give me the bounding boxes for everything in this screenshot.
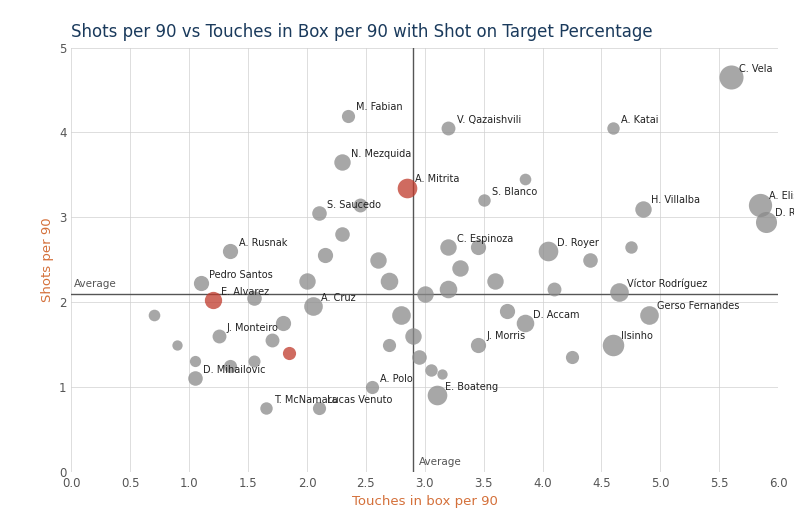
Text: J. Morris: J. Morris bbox=[486, 331, 525, 341]
Point bbox=[383, 277, 395, 285]
Point bbox=[565, 353, 578, 361]
Text: D. Accam: D. Accam bbox=[533, 310, 580, 320]
Point bbox=[372, 255, 384, 264]
Point bbox=[195, 279, 207, 288]
Text: Average: Average bbox=[74, 279, 117, 289]
Point bbox=[365, 383, 378, 391]
Point bbox=[584, 255, 596, 264]
Point bbox=[625, 243, 638, 251]
Text: A. Elis: A. Elis bbox=[769, 191, 794, 201]
Point bbox=[418, 289, 431, 298]
Point bbox=[224, 247, 237, 255]
Text: E. Alvarez: E. Alvarez bbox=[221, 287, 269, 297]
Text: A. Mitrita: A. Mitrita bbox=[415, 174, 460, 184]
Point bbox=[148, 311, 160, 319]
Text: T. McNamara: T. McNamara bbox=[274, 395, 337, 405]
Point bbox=[260, 404, 272, 412]
Point bbox=[607, 124, 619, 132]
Point bbox=[442, 124, 455, 132]
Text: D. Mihailovic: D. Mihailovic bbox=[203, 365, 266, 375]
Text: E. Boateng: E. Boateng bbox=[445, 382, 498, 392]
Point bbox=[754, 200, 767, 209]
Text: C. Vela: C. Vela bbox=[739, 64, 773, 74]
Point bbox=[312, 404, 326, 412]
Text: A. Cruz: A. Cruz bbox=[321, 293, 356, 303]
Point bbox=[518, 175, 531, 183]
Point bbox=[318, 251, 331, 260]
Text: D. Rossi: D. Rossi bbox=[775, 208, 794, 218]
Point bbox=[212, 332, 225, 340]
Text: Pedro Santos: Pedro Santos bbox=[210, 270, 273, 280]
Text: D. Royer: D. Royer bbox=[557, 238, 599, 248]
Point bbox=[760, 217, 773, 226]
Point bbox=[265, 336, 278, 344]
Point bbox=[613, 288, 626, 296]
Point bbox=[501, 306, 514, 315]
Point bbox=[306, 302, 319, 311]
Text: A. Polo: A. Polo bbox=[380, 374, 413, 384]
Text: V. Qazaishvili: V. Qazaishvili bbox=[457, 115, 521, 125]
Point bbox=[248, 357, 260, 366]
Text: Average: Average bbox=[419, 457, 461, 467]
Point bbox=[542, 247, 555, 255]
Text: A. Rusnak: A. Rusnak bbox=[239, 238, 287, 248]
Point bbox=[548, 285, 561, 294]
Point bbox=[607, 340, 619, 349]
Point bbox=[489, 277, 502, 285]
Point bbox=[413, 353, 426, 361]
Text: S. Blanco: S. Blanco bbox=[492, 187, 538, 197]
Point bbox=[407, 332, 419, 340]
Point bbox=[206, 296, 219, 305]
Point bbox=[395, 311, 407, 319]
Point bbox=[342, 111, 355, 120]
Point bbox=[353, 200, 366, 209]
Point bbox=[172, 340, 184, 349]
Point bbox=[189, 357, 202, 366]
Text: Shots per 90 vs Touches in Box per 90 with Shot on Target Percentage: Shots per 90 vs Touches in Box per 90 wi… bbox=[71, 23, 653, 41]
Point bbox=[442, 243, 455, 251]
Point bbox=[401, 183, 414, 192]
Text: J. Monteiro: J. Monteiro bbox=[227, 323, 279, 333]
Point bbox=[336, 230, 349, 239]
Text: A. Katai: A. Katai bbox=[622, 115, 659, 125]
Point bbox=[636, 205, 649, 213]
Y-axis label: Shots per 90: Shots per 90 bbox=[40, 217, 53, 302]
Point bbox=[301, 277, 314, 285]
Point bbox=[189, 374, 202, 383]
Point bbox=[283, 349, 295, 357]
Point bbox=[642, 311, 655, 319]
Point bbox=[442, 285, 455, 294]
Text: C. Espinoza: C. Espinoza bbox=[457, 234, 513, 244]
Text: N. Mezquida: N. Mezquida bbox=[351, 149, 410, 159]
Point bbox=[383, 340, 395, 349]
Point bbox=[312, 209, 326, 217]
Text: Ilsinho: Ilsinho bbox=[622, 331, 653, 341]
Text: Víctor Rodríguez: Víctor Rodríguez bbox=[627, 278, 707, 288]
Text: H. Villalba: H. Villalba bbox=[651, 196, 700, 206]
Text: M. Fabian: M. Fabian bbox=[357, 102, 403, 112]
Point bbox=[472, 243, 484, 251]
Point bbox=[453, 264, 466, 272]
Point bbox=[336, 158, 349, 166]
Point bbox=[518, 319, 531, 328]
Point bbox=[436, 370, 449, 378]
Point bbox=[224, 361, 237, 370]
Point bbox=[477, 196, 490, 205]
Point bbox=[430, 391, 443, 400]
Text: Gerso Fernandes: Gerso Fernandes bbox=[657, 302, 739, 312]
Point bbox=[725, 73, 738, 82]
Text: Lucas Venuto: Lucas Venuto bbox=[327, 395, 392, 405]
X-axis label: Touches in box per 90: Touches in box per 90 bbox=[352, 495, 498, 508]
Point bbox=[277, 319, 290, 328]
Text: S. Saucedo: S. Saucedo bbox=[327, 200, 381, 210]
Point bbox=[248, 294, 260, 302]
Point bbox=[472, 340, 484, 349]
Point bbox=[424, 366, 437, 374]
